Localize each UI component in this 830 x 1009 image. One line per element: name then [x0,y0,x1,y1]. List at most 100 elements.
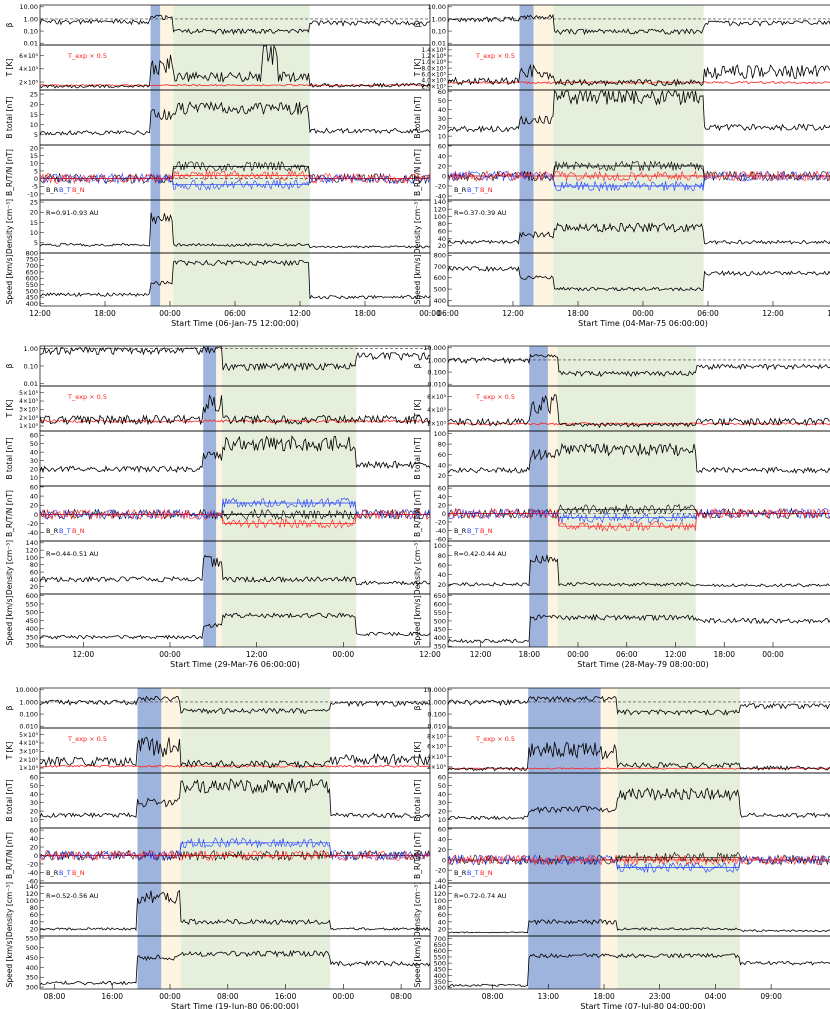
btotal-trace [447,442,830,474]
x-tick-label: 00:00 [762,650,784,659]
y-tick-label: 140 [434,883,446,891]
legend-bn: B_N [480,869,493,877]
y-tick-label: 60 [30,911,38,919]
legend-bn: B_N [72,186,85,194]
speed-trace [447,952,830,987]
y-tick-label: 1.0×10⁶ [421,59,446,66]
y-tick-label: 120 [434,206,446,214]
y-tick-label: 500 [434,617,446,625]
sheath-region [137,688,162,989]
btotal-trace [39,100,431,136]
sheath-region [519,5,534,306]
y-tick-label: 3×10⁵ [19,749,38,756]
density-trace [447,222,830,245]
y-tick-label: 650 [434,941,446,949]
beta-ylabel: β [413,22,422,27]
x-tick-label: 12:00 [289,309,311,318]
y-tick-label: 2×10⁵ [19,79,38,86]
brtn-ylabel: B_R/T/N [nT] [413,490,422,537]
y-tick-label: 80 [438,220,446,228]
y-tick-label: 0.100 [19,710,38,718]
y-tick-label: 40 [438,493,446,501]
x-tick-label: 08:00 [217,992,239,1001]
y-tick-label: 1.2×10⁶ [421,53,446,60]
y-tick-label: 0 [34,175,38,183]
btotal-ylabel: B total [nT] [413,779,422,821]
btotal-trace [447,787,830,821]
y-tick-label: 60 [438,451,446,459]
y-tick-label: 20 [438,925,446,933]
y-tick-label: 0.10 [24,27,38,35]
beta-ylabel: β [413,363,422,368]
legend-bt: B_T [59,869,71,877]
y-tick-label: 100 [434,897,446,905]
y-tick-label: 1.000 [427,356,446,364]
temp-trace [447,63,830,88]
y-tick-label: -60 [435,535,446,543]
y-tick-label: 550 [26,600,38,608]
x-axis-label: Start Time (19-Jun-80 06:00:00) [171,1002,299,1009]
y-tick-label: 0 [442,510,446,518]
y-tick-label: 0 [442,856,446,864]
y-tick-label: 60 [438,774,446,782]
y-tick-label: 10 [30,121,38,129]
y-tick-label: 20 [30,583,38,591]
y-tick-label: 20 [438,472,446,480]
y-tick-label: 400 [434,297,446,305]
x-tick-label: 12:00 [246,650,268,659]
chart-4: 12:00 18:00 00:00 06:00 12:00 18:00 00:00Start… [413,344,830,669]
temp-ylabel: T [K] [5,59,14,78]
y-tick-label: 40 [30,791,38,799]
y-tick-label: 2.0×10⁵ [421,84,446,91]
temp-trace [39,394,431,426]
y-tick-label: -40 [435,527,446,535]
y-tick-label: 140 [26,539,38,547]
bt-jitter [447,170,830,192]
y-tick-label: 140 [26,883,38,891]
y-tick-label: 60 [438,142,446,150]
texp-label: T_exp × 0.5 [475,52,515,60]
y-tick-label: 550 [434,609,446,617]
y-tick-label: 8.0×10⁵ [421,65,446,72]
density-ylabel: Density [cm⁻³] [413,199,422,254]
y-tick-label: 40 [438,791,446,799]
bn-jitter [447,507,830,533]
sheath-region [528,688,601,989]
x-tick-label: 00:00 [632,309,654,318]
y-tick-label: 60 [438,561,446,569]
x-tick-label: 04:00 [705,992,727,1001]
speed-trace [39,612,431,640]
cloud-region [557,346,696,647]
y-tick-label: 0 [34,852,38,860]
texp-label: T_exp × 0.5 [475,735,515,743]
sheath-region [150,5,161,306]
x-tick-label: 12:00 [762,309,784,318]
y-tick-label: 600 [26,275,38,283]
y-tick-label: 0.10 [24,362,38,370]
brtn-ylabel: B_R/T/N [nT] [5,832,14,879]
x-tick-label: 09:00 [760,992,782,1001]
y-tick-label: 20 [30,843,38,851]
y-tick-label: 100 [434,213,446,221]
y-tick-label: 120 [434,890,446,898]
y-tick-label: 20 [438,242,446,250]
density-trace [39,212,431,249]
y-tick-label: 450 [26,954,38,962]
x-tick-label: 18:00 [94,309,116,318]
y-tick-label: 1×10⁵ [19,423,38,430]
y-tick-label: 40 [438,918,446,926]
x-axis-label: Start Time (04-Mar-75 06:00:00) [578,319,708,328]
x-tick-label: 16:00 [101,992,123,1001]
y-tick-label: 60 [438,88,446,96]
y-tick-label: 5 [34,131,38,139]
y-tick-label: 15 [30,111,38,119]
x-tick-label: 00:00 [159,992,181,1001]
y-tick-label: 20 [438,846,446,854]
y-tick-label: 0.100 [427,710,446,718]
y-tick-label: 60 [30,432,38,440]
br-jitter [39,849,431,862]
